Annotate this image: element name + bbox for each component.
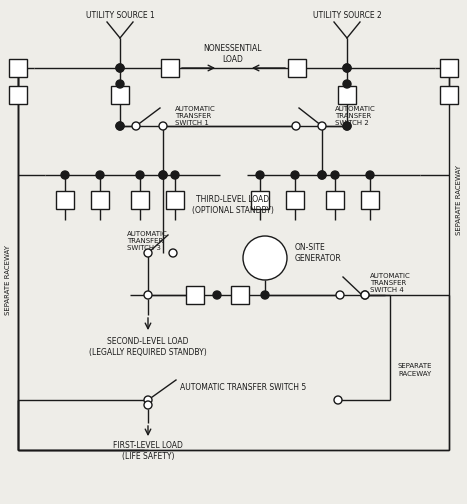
- Bar: [9, 86, 27, 104]
- Circle shape: [292, 122, 300, 130]
- Bar: [440, 59, 458, 77]
- Bar: [251, 191, 269, 209]
- Circle shape: [171, 171, 179, 179]
- Text: AUTOMATIC
TRANSFER
SWITCH 2: AUTOMATIC TRANSFER SWITCH 2: [335, 106, 376, 126]
- Circle shape: [116, 64, 124, 72]
- Circle shape: [291, 171, 299, 179]
- Circle shape: [144, 401, 152, 409]
- Bar: [286, 191, 304, 209]
- Circle shape: [361, 291, 369, 299]
- Bar: [338, 86, 356, 104]
- Circle shape: [169, 249, 177, 257]
- Text: AUTOMATIC TRANSFER SWITCH 5: AUTOMATIC TRANSFER SWITCH 5: [180, 384, 306, 393]
- Circle shape: [213, 291, 221, 299]
- Bar: [111, 86, 129, 104]
- Text: ON-SITE
GENERATOR: ON-SITE GENERATOR: [295, 243, 342, 263]
- Circle shape: [243, 236, 287, 280]
- Circle shape: [144, 249, 152, 257]
- Text: THIRD-LEVEL LOAD
(OPTIONAL STANDBY): THIRD-LEVEL LOAD (OPTIONAL STANDBY): [192, 196, 274, 215]
- Circle shape: [318, 171, 326, 179]
- Text: G: G: [261, 253, 269, 263]
- Circle shape: [343, 80, 351, 88]
- Bar: [361, 191, 379, 209]
- Text: FIRST-LEVEL LOAD
(LIFE SAFETY): FIRST-LEVEL LOAD (LIFE SAFETY): [113, 442, 183, 461]
- Circle shape: [96, 171, 104, 179]
- Text: UTILITY SOURCE 2: UTILITY SOURCE 2: [312, 12, 382, 21]
- Bar: [131, 191, 149, 209]
- Circle shape: [343, 122, 351, 130]
- Circle shape: [116, 122, 124, 130]
- Text: SEPARATE RACEWAY: SEPARATE RACEWAY: [456, 165, 462, 235]
- Circle shape: [331, 171, 339, 179]
- Circle shape: [159, 171, 167, 179]
- Bar: [186, 286, 204, 304]
- Bar: [91, 191, 109, 209]
- Text: AUTOMATIC
TRANSFER
SWITCH 3: AUTOMATIC TRANSFER SWITCH 3: [127, 231, 168, 251]
- Circle shape: [116, 80, 124, 88]
- Circle shape: [343, 64, 351, 72]
- Circle shape: [318, 122, 326, 130]
- Circle shape: [256, 171, 264, 179]
- Bar: [161, 59, 179, 77]
- Circle shape: [343, 64, 351, 72]
- Bar: [56, 191, 74, 209]
- Circle shape: [136, 171, 144, 179]
- Circle shape: [366, 171, 374, 179]
- Circle shape: [343, 122, 351, 130]
- Text: NONESSENTIAL
LOAD: NONESSENTIAL LOAD: [204, 44, 262, 64]
- Circle shape: [132, 122, 140, 130]
- Bar: [231, 286, 249, 304]
- Bar: [9, 59, 27, 77]
- Bar: [440, 86, 458, 104]
- Text: UTILITY SOURCE 1: UTILITY SOURCE 1: [85, 12, 155, 21]
- Circle shape: [159, 122, 167, 130]
- Circle shape: [144, 396, 152, 404]
- Bar: [326, 191, 344, 209]
- Circle shape: [336, 291, 344, 299]
- Bar: [166, 191, 184, 209]
- Circle shape: [61, 171, 69, 179]
- Text: SECOND-LEVEL LOAD
(LEGALLY REQUIRED STANDBY): SECOND-LEVEL LOAD (LEGALLY REQUIRED STAN…: [89, 337, 207, 357]
- Circle shape: [144, 291, 152, 299]
- Circle shape: [116, 122, 124, 130]
- Circle shape: [318, 171, 326, 179]
- Circle shape: [361, 291, 369, 299]
- Text: SEPARATE RACEWAY: SEPARATE RACEWAY: [5, 245, 11, 315]
- Circle shape: [334, 396, 342, 404]
- Text: AUTOMATIC
TRANSFER
SWITCH 4: AUTOMATIC TRANSFER SWITCH 4: [370, 273, 411, 293]
- Circle shape: [261, 291, 269, 299]
- Circle shape: [159, 171, 167, 179]
- Circle shape: [116, 64, 124, 72]
- Text: AUTOMATIC
TRANSFER
SWITCH 1: AUTOMATIC TRANSFER SWITCH 1: [175, 106, 216, 126]
- Text: SEPARATE
RACEWAY: SEPARATE RACEWAY: [398, 363, 432, 376]
- Bar: [288, 59, 306, 77]
